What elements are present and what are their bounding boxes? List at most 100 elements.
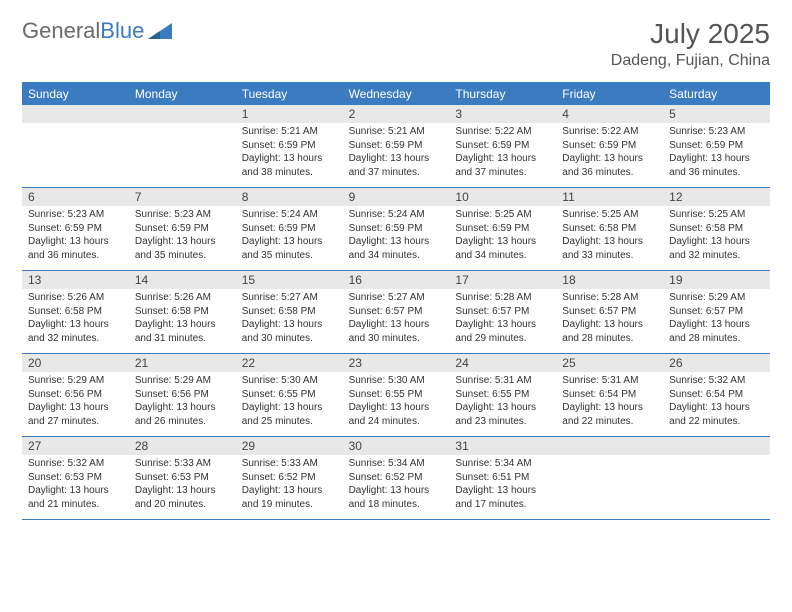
day-number: 28 [129, 437, 236, 455]
day-number: 31 [449, 437, 556, 455]
detail-row: Sunrise: 5:32 AMSunset: 6:53 PMDaylight:… [22, 455, 770, 519]
day-detail: Sunrise: 5:26 AMSunset: 6:58 PMDaylight:… [22, 289, 129, 353]
day-detail: Sunrise: 5:25 AMSunset: 6:59 PMDaylight:… [449, 206, 556, 270]
day-number: 19 [663, 271, 770, 289]
day-detail: Sunrise: 5:33 AMSunset: 6:53 PMDaylight:… [129, 455, 236, 519]
day-detail: Sunrise: 5:25 AMSunset: 6:58 PMDaylight:… [556, 206, 663, 270]
detail-row: Sunrise: 5:21 AMSunset: 6:59 PMDaylight:… [22, 123, 770, 187]
day-number: 12 [663, 188, 770, 206]
day-detail [663, 455, 770, 519]
day-number [129, 105, 236, 123]
detail-row: Sunrise: 5:29 AMSunset: 6:56 PMDaylight:… [22, 372, 770, 436]
day-number: 14 [129, 271, 236, 289]
day-detail: Sunrise: 5:34 AMSunset: 6:51 PMDaylight:… [449, 455, 556, 519]
day-number: 4 [556, 105, 663, 123]
brand-part2: Blue [100, 18, 144, 43]
brand-triangle-icon [146, 21, 174, 41]
day-number: 5 [663, 105, 770, 123]
day-number: 2 [343, 105, 450, 123]
weekday-label: Saturday [663, 83, 770, 105]
weekday-label: Friday [556, 83, 663, 105]
daynum-row: 20212223242526 [22, 354, 770, 372]
daynum-row: 12345 [22, 105, 770, 123]
day-detail: Sunrise: 5:21 AMSunset: 6:59 PMDaylight:… [236, 123, 343, 187]
header: GeneralBlue July 2025 Dadeng, Fujian, Ch… [0, 0, 792, 76]
detail-row: Sunrise: 5:26 AMSunset: 6:58 PMDaylight:… [22, 289, 770, 353]
weekday-header: SundayMondayTuesdayWednesdayThursdayFrid… [22, 83, 770, 105]
day-detail: Sunrise: 5:25 AMSunset: 6:58 PMDaylight:… [663, 206, 770, 270]
daynum-row: 13141516171819 [22, 271, 770, 289]
day-detail: Sunrise: 5:27 AMSunset: 6:57 PMDaylight:… [343, 289, 450, 353]
day-detail: Sunrise: 5:32 AMSunset: 6:53 PMDaylight:… [22, 455, 129, 519]
day-number: 23 [343, 354, 450, 372]
day-detail: Sunrise: 5:23 AMSunset: 6:59 PMDaylight:… [129, 206, 236, 270]
day-number: 8 [236, 188, 343, 206]
day-number: 18 [556, 271, 663, 289]
day-detail: Sunrise: 5:24 AMSunset: 6:59 PMDaylight:… [236, 206, 343, 270]
weekday-label: Wednesday [343, 83, 450, 105]
day-number: 17 [449, 271, 556, 289]
brand-part1: General [22, 18, 100, 43]
day-detail: Sunrise: 5:31 AMSunset: 6:55 PMDaylight:… [449, 372, 556, 436]
weekday-label: Monday [129, 83, 236, 105]
day-detail: Sunrise: 5:28 AMSunset: 6:57 PMDaylight:… [556, 289, 663, 353]
month-title: July 2025 [611, 18, 770, 50]
day-number [22, 105, 129, 123]
day-number: 30 [343, 437, 450, 455]
day-detail: Sunrise: 5:34 AMSunset: 6:52 PMDaylight:… [343, 455, 450, 519]
day-number: 25 [556, 354, 663, 372]
day-number: 9 [343, 188, 450, 206]
day-detail: Sunrise: 5:29 AMSunset: 6:57 PMDaylight:… [663, 289, 770, 353]
day-number [663, 437, 770, 455]
weeks-container: 12345 Sunrise: 5:21 AMSunset: 6:59 PMDay… [22, 105, 770, 520]
day-number: 10 [449, 188, 556, 206]
location: Dadeng, Fujian, China [611, 52, 770, 70]
daynum-row: 2728293031 [22, 437, 770, 455]
day-detail: Sunrise: 5:29 AMSunset: 6:56 PMDaylight:… [22, 372, 129, 436]
week: 12345 Sunrise: 5:21 AMSunset: 6:59 PMDay… [22, 105, 770, 188]
day-number: 20 [22, 354, 129, 372]
day-number: 13 [22, 271, 129, 289]
day-detail [22, 123, 129, 187]
day-detail: Sunrise: 5:33 AMSunset: 6:52 PMDaylight:… [236, 455, 343, 519]
calendar: SundayMondayTuesdayWednesdayThursdayFrid… [22, 82, 770, 520]
day-detail: Sunrise: 5:23 AMSunset: 6:59 PMDaylight:… [22, 206, 129, 270]
day-detail: Sunrise: 5:26 AMSunset: 6:58 PMDaylight:… [129, 289, 236, 353]
week: 6789101112Sunrise: 5:23 AMSunset: 6:59 P… [22, 188, 770, 271]
day-number: 21 [129, 354, 236, 372]
day-detail: Sunrise: 5:22 AMSunset: 6:59 PMDaylight:… [556, 123, 663, 187]
weekday-label: Sunday [22, 83, 129, 105]
day-detail: Sunrise: 5:31 AMSunset: 6:54 PMDaylight:… [556, 372, 663, 436]
brand-logo: GeneralBlue [22, 18, 174, 44]
day-detail: Sunrise: 5:21 AMSunset: 6:59 PMDaylight:… [343, 123, 450, 187]
weekday-label: Thursday [449, 83, 556, 105]
day-number: 6 [22, 188, 129, 206]
day-detail: Sunrise: 5:30 AMSunset: 6:55 PMDaylight:… [236, 372, 343, 436]
day-number: 22 [236, 354, 343, 372]
brand-text: GeneralBlue [22, 18, 144, 44]
day-number: 7 [129, 188, 236, 206]
daynum-row: 6789101112 [22, 188, 770, 206]
day-detail: Sunrise: 5:22 AMSunset: 6:59 PMDaylight:… [449, 123, 556, 187]
day-number: 27 [22, 437, 129, 455]
day-number: 26 [663, 354, 770, 372]
day-detail: Sunrise: 5:32 AMSunset: 6:54 PMDaylight:… [663, 372, 770, 436]
day-number: 15 [236, 271, 343, 289]
week: 13141516171819Sunrise: 5:26 AMSunset: 6:… [22, 271, 770, 354]
day-number: 3 [449, 105, 556, 123]
day-number: 1 [236, 105, 343, 123]
day-detail: Sunrise: 5:23 AMSunset: 6:59 PMDaylight:… [663, 123, 770, 187]
title-block: July 2025 Dadeng, Fujian, China [611, 18, 770, 70]
week: 2728293031 Sunrise: 5:32 AMSunset: 6:53 … [22, 437, 770, 520]
day-detail [129, 123, 236, 187]
day-number: 29 [236, 437, 343, 455]
day-detail [556, 455, 663, 519]
day-number: 16 [343, 271, 450, 289]
detail-row: Sunrise: 5:23 AMSunset: 6:59 PMDaylight:… [22, 206, 770, 270]
day-detail: Sunrise: 5:28 AMSunset: 6:57 PMDaylight:… [449, 289, 556, 353]
day-detail: Sunrise: 5:27 AMSunset: 6:58 PMDaylight:… [236, 289, 343, 353]
day-number [556, 437, 663, 455]
day-number: 11 [556, 188, 663, 206]
day-detail: Sunrise: 5:24 AMSunset: 6:59 PMDaylight:… [343, 206, 450, 270]
day-number: 24 [449, 354, 556, 372]
